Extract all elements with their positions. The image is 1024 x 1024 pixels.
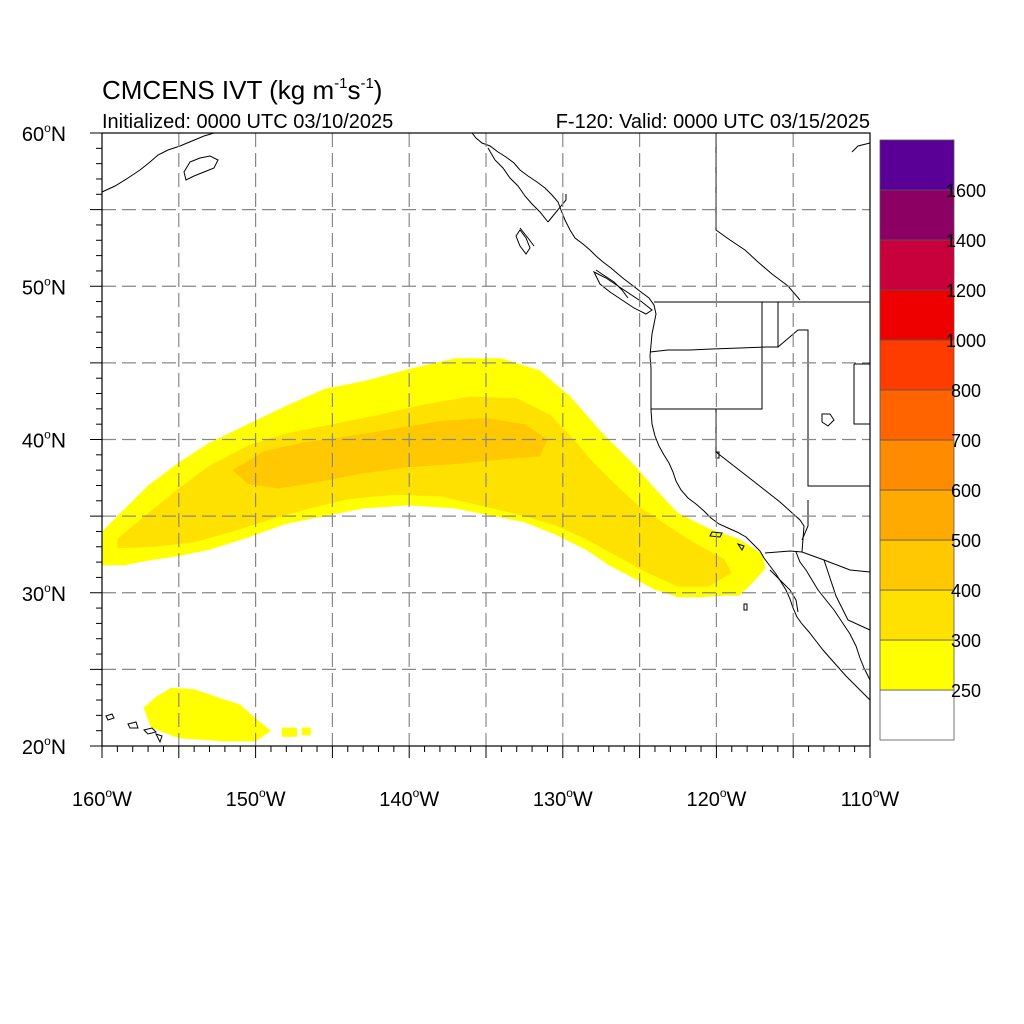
lat-label: 20oN	[22, 734, 66, 759]
lat-label: 40oN	[22, 428, 66, 453]
colorbar-swatch	[879, 439, 955, 491]
nevada-utah-border	[807, 409, 870, 487]
hawaii-islands	[105, 713, 163, 744]
colorbar-label: 700	[951, 431, 981, 451]
british-columbia-alberta-border	[547, 133, 801, 301]
colorbar-swatch	[879, 589, 955, 641]
map-plot-area	[90, 132, 871, 758]
lon-label: 120oW	[686, 786, 746, 811]
lat-label: 50oN	[22, 274, 66, 299]
colorbar-swatch	[879, 689, 955, 741]
great-salt-lake	[821, 413, 835, 427]
lat-label: 30oN	[22, 581, 66, 606]
land-outline-layer	[101, 132, 871, 744]
lon-label: 140oW	[379, 786, 439, 811]
gulf-coast-baja	[769, 569, 799, 613]
washington-oregon-border	[649, 302, 779, 353]
map-title: CMCENS IVT (kg m-1s-1)	[102, 75, 382, 105]
longitude-labels: 160oW 150oW 140oW 130oW 120oW 110oW	[72, 786, 899, 811]
lon-label: 110oW	[841, 786, 900, 811]
oregon-california-border	[651, 348, 763, 410]
gulf-of-california-coast	[795, 551, 871, 681]
colorbar-label: 1400	[946, 231, 986, 251]
lat-lon-grid	[102, 133, 870, 746]
haida-gwaii	[515, 229, 531, 255]
colorbar-swatch	[879, 339, 955, 391]
colorbar: 250 300 400 500 600 700 800 1000 1200 1400 1600	[879, 139, 986, 741]
lon-label: 130oW	[533, 786, 593, 811]
colorbar-swatch	[879, 139, 955, 191]
california-nevada-border	[715, 409, 805, 553]
guadalupe-island	[743, 603, 748, 611]
idaho-border	[761, 302, 809, 409]
colorbar-swatch	[879, 639, 955, 691]
alaska-panhandle	[487, 147, 629, 299]
colorbar-label: 500	[951, 531, 981, 551]
latitude-labels: 20oN 30oN 40oN 50oN 60oN	[22, 121, 66, 759]
arizona-border	[801, 500, 809, 541]
colorbar-swatch	[879, 489, 955, 541]
colorbar-label: 1600	[946, 181, 986, 201]
colorbar-label: 300	[951, 631, 981, 651]
lat-label: 60oN	[22, 121, 66, 146]
kodiak-island	[183, 155, 219, 181]
ivt-region-core-400	[232, 418, 548, 489]
north-america-coastline	[471, 132, 871, 701]
ivt-shading-layer	[102, 358, 766, 742]
sonora-border	[823, 559, 871, 631]
colorbar-label: 400	[951, 581, 981, 601]
initialized-label: Initialized: 0000 UTC 03/10/2025	[102, 111, 393, 133]
colorbar-swatch	[879, 289, 955, 341]
ivt-region-core-300	[117, 396, 732, 587]
alaska-island-arc	[101, 132, 215, 193]
lon-label: 160oW	[72, 786, 132, 811]
colorbar-label: 1000	[946, 331, 986, 351]
colorbar-swatch	[879, 189, 955, 241]
vancouver-island	[592, 270, 653, 315]
state-borders-layer	[547, 133, 871, 631]
colorbar-label: 800	[951, 381, 981, 401]
ivt-region-hawaii-patch	[143, 687, 271, 742]
colorbar-label: 1200	[946, 281, 986, 301]
colorbar-swatch	[879, 239, 955, 291]
lon-label: 150oW	[226, 786, 286, 811]
ivt-region-hawaii-fragment-2	[301, 727, 311, 736]
us-mexico-border	[764, 550, 871, 573]
valid-label: F-120: Valid: 0000 UTC 03/15/2025	[556, 111, 870, 133]
colorbar-swatch	[879, 539, 955, 591]
wyoming-border	[853, 363, 870, 425]
axis-tick-marks	[90, 132, 871, 758]
colorbar-label: 600	[951, 481, 981, 501]
channel-islands	[709, 531, 745, 551]
colorbar-label: 250	[951, 681, 981, 701]
colorbar-swatch	[879, 389, 955, 441]
ivt-region-hawaii-fragment-1	[281, 727, 298, 737]
